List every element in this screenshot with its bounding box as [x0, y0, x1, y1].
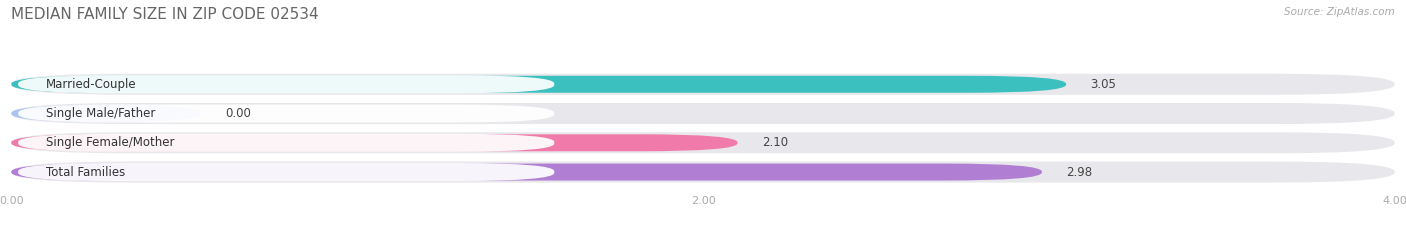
Text: 2.10: 2.10 [762, 136, 787, 149]
FancyBboxPatch shape [18, 105, 554, 123]
FancyBboxPatch shape [11, 76, 1066, 93]
FancyBboxPatch shape [11, 164, 1042, 181]
FancyBboxPatch shape [11, 74, 1395, 95]
Text: Total Families: Total Families [46, 165, 125, 178]
Text: Single Male/Father: Single Male/Father [46, 107, 155, 120]
FancyBboxPatch shape [11, 103, 1395, 124]
Text: Married-Couple: Married-Couple [46, 78, 136, 91]
FancyBboxPatch shape [18, 134, 554, 152]
FancyBboxPatch shape [18, 75, 554, 93]
FancyBboxPatch shape [11, 132, 1395, 153]
Text: MEDIAN FAMILY SIZE IN ZIP CODE 02534: MEDIAN FAMILY SIZE IN ZIP CODE 02534 [11, 7, 319, 22]
FancyBboxPatch shape [11, 161, 1395, 183]
Text: 3.05: 3.05 [1091, 78, 1116, 91]
Text: 2.98: 2.98 [1066, 165, 1092, 178]
FancyBboxPatch shape [11, 134, 738, 151]
Text: Source: ZipAtlas.com: Source: ZipAtlas.com [1284, 7, 1395, 17]
FancyBboxPatch shape [11, 105, 201, 122]
FancyBboxPatch shape [18, 163, 554, 181]
Text: 0.00: 0.00 [226, 107, 252, 120]
Text: Single Female/Mother: Single Female/Mother [46, 136, 174, 149]
